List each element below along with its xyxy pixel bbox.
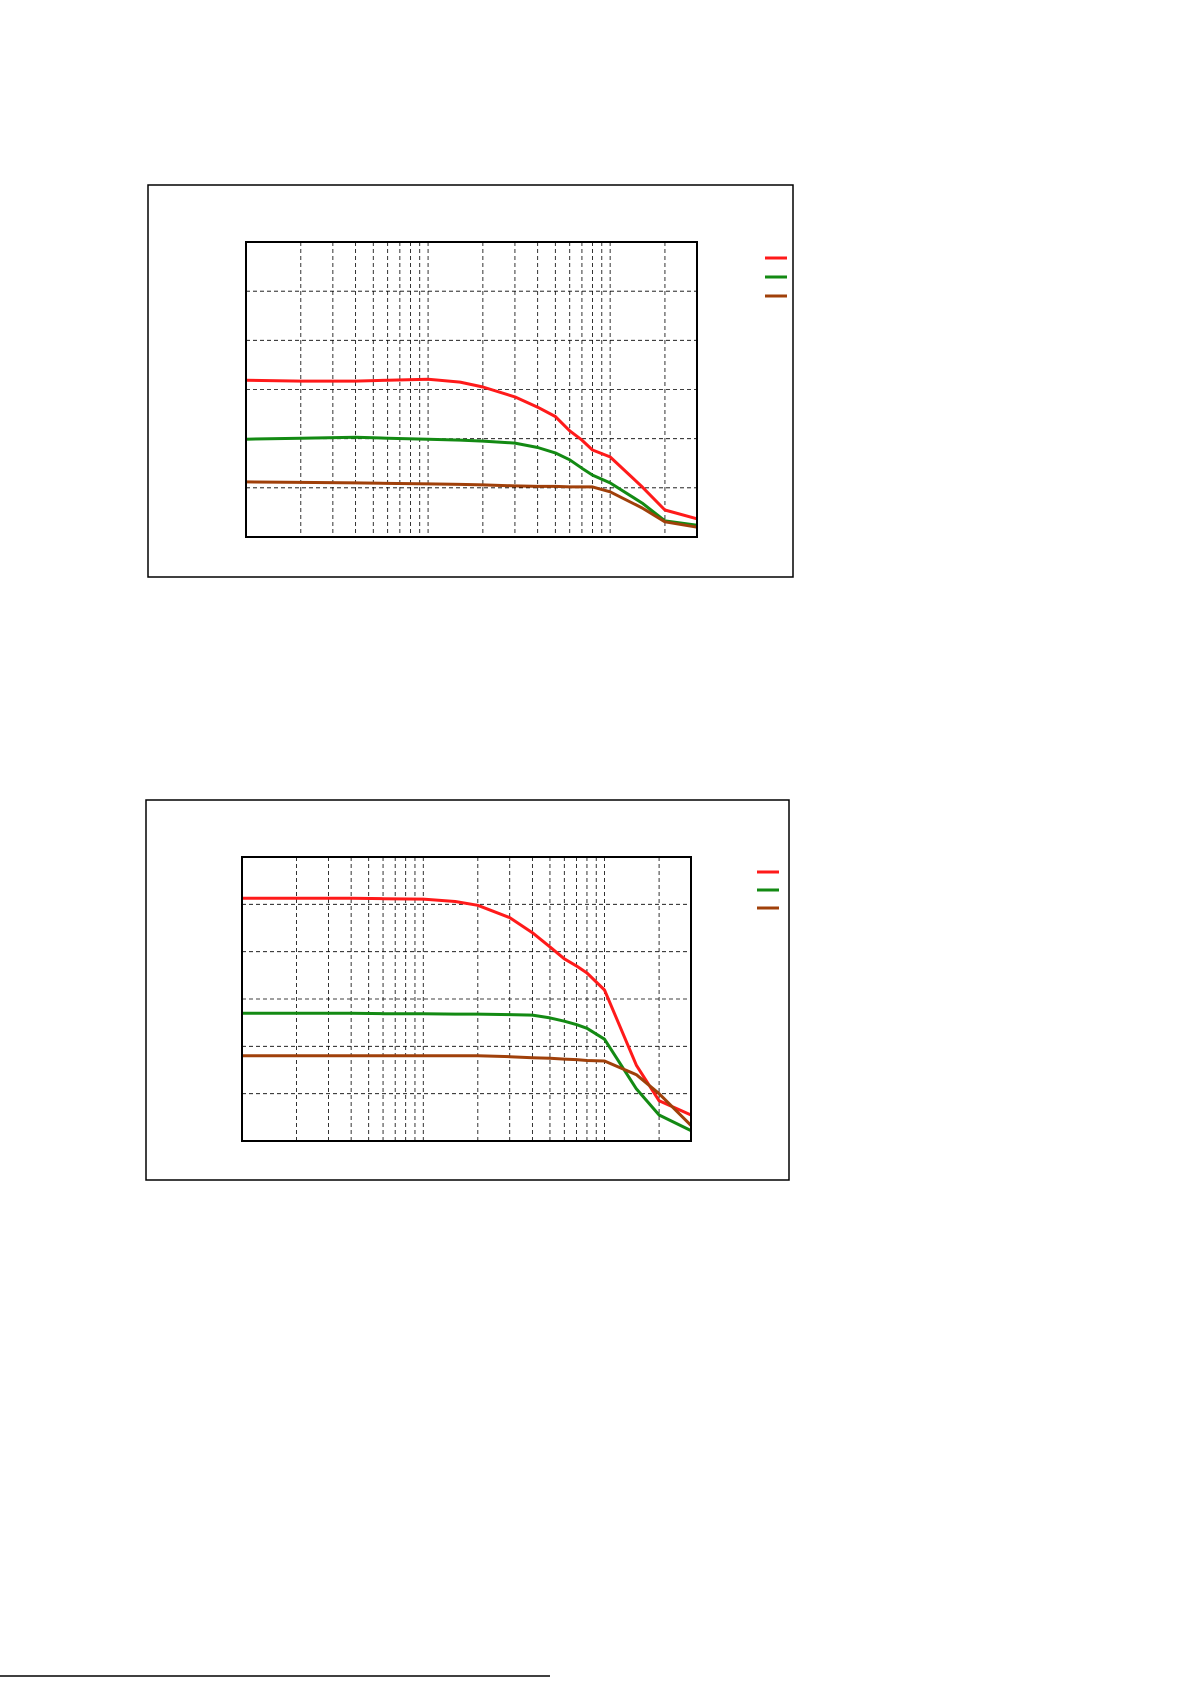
series-line: [245, 480, 698, 529]
series-line: [245, 435, 698, 527]
series-line: [242, 896, 692, 1117]
plot-area-border: [245, 241, 698, 538]
chart: [147, 184, 794, 578]
chart: [145, 799, 790, 1181]
series-line: [245, 377, 698, 521]
series-line: [242, 1054, 693, 1127]
plot-area-border: [241, 856, 692, 1142]
series-line: [242, 1011, 692, 1132]
